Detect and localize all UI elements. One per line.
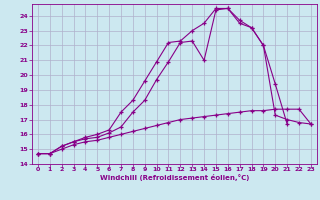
X-axis label: Windchill (Refroidissement éolien,°C): Windchill (Refroidissement éolien,°C) xyxy=(100,174,249,181)
